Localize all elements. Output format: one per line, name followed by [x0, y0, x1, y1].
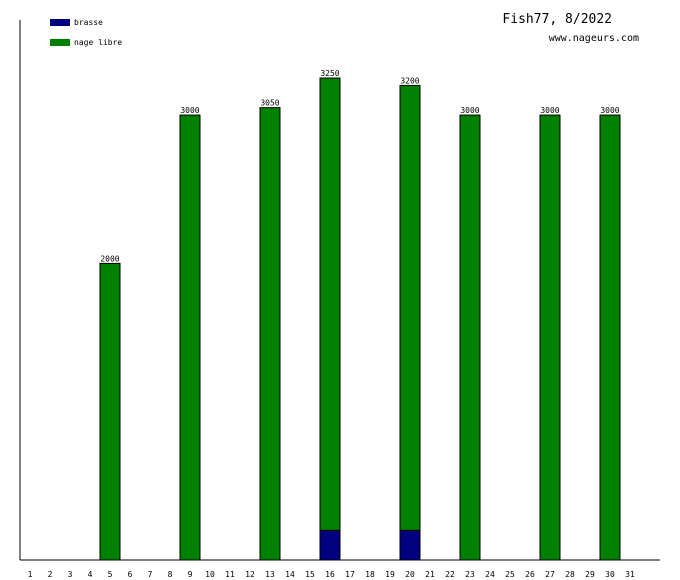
bar-brasse-day-20 — [399, 529, 421, 561]
x-tick-label-31: 31 — [625, 570, 635, 579]
x-tick-label-10: 10 — [205, 570, 215, 579]
value-label-day-5: 2000 — [100, 254, 119, 263]
x-tick-label-3: 3 — [68, 570, 73, 579]
x-tick-label-19: 19 — [385, 570, 395, 579]
value-label-day-16: 3250 — [320, 69, 339, 78]
value-label-day-13: 3050 — [260, 99, 279, 108]
x-tick-label-15: 15 — [305, 570, 315, 579]
value-label-day-23: 3000 — [460, 106, 479, 115]
bar-nage-libre-day-20 — [399, 84, 421, 531]
value-label-day-20: 3200 — [400, 76, 419, 85]
x-tick-label-18: 18 — [365, 570, 375, 579]
legend-swatch-nage-libre — [50, 39, 70, 46]
x-tick-label-9: 9 — [188, 570, 193, 579]
x-tick-label-12: 12 — [245, 570, 255, 579]
bar-nage-libre-day-30 — [599, 114, 621, 561]
x-tick-label-16: 16 — [325, 570, 335, 579]
x-tick-label-21: 21 — [425, 570, 435, 579]
x-tick-label-29: 29 — [585, 570, 595, 579]
x-tick-label-13: 13 — [265, 570, 275, 579]
x-tick-label-7: 7 — [148, 570, 153, 579]
bar-nage-libre-day-23 — [459, 114, 481, 561]
x-tick-labels-group: 1 2 3 4 5 6 7 8 9 10 11 12 13 14 15 16 17 18 19 20 21 22 23 24 2… — [28, 570, 635, 579]
x-tick-label-11: 11 — [225, 570, 235, 579]
x-tick-label-23: 23 — [465, 570, 475, 579]
chart-title: Fish77, 8/2022 — [502, 12, 612, 27]
value-label-day-27: 3000 — [540, 106, 559, 115]
value-label-day-9: 3000 — [180, 106, 199, 115]
x-tick-label-6: 6 — [128, 570, 133, 579]
bar-nage-libre-day-5 — [99, 262, 121, 561]
bars-group — [99, 77, 621, 561]
x-tick-label-24: 24 — [485, 570, 495, 579]
x-tick-label-27: 27 — [545, 570, 555, 579]
site-url: www.nageurs.com — [549, 33, 639, 44]
bar-brasse-day-16 — [319, 529, 341, 561]
bar-nage-libre-day-13 — [259, 107, 281, 561]
x-tick-label-4: 4 — [88, 570, 93, 579]
x-tick-label-28: 28 — [565, 570, 575, 579]
x-tick-label-1: 1 — [28, 570, 33, 579]
x-tick-label-5: 5 — [108, 570, 113, 579]
x-tick-label-26: 26 — [525, 570, 535, 579]
x-tick-label-22: 22 — [445, 570, 455, 579]
legend-label-brasse: brasse — [74, 18, 103, 27]
bar-nage-libre-day-9 — [179, 114, 201, 561]
bar-nage-libre-day-27 — [539, 114, 561, 561]
x-tick-label-20: 20 — [405, 570, 415, 579]
value-label-day-30: 3000 — [600, 106, 619, 115]
x-tick-label-14: 14 — [285, 570, 295, 579]
legend-label-nage-libre: nage libre — [74, 38, 122, 47]
bar-nage-libre-day-16 — [319, 77, 341, 531]
value-labels-group: 2000 3000 3050 3250 3200 3000 3000 3000 — [100, 69, 619, 263]
x-tick-label-2: 2 — [48, 570, 53, 579]
legend-swatch-brasse — [50, 19, 70, 26]
x-tick-label-25: 25 — [505, 570, 515, 579]
x-tick-label-8: 8 — [168, 570, 173, 579]
x-tick-label-17: 17 — [345, 570, 355, 579]
x-tick-label-30: 30 — [605, 570, 615, 579]
